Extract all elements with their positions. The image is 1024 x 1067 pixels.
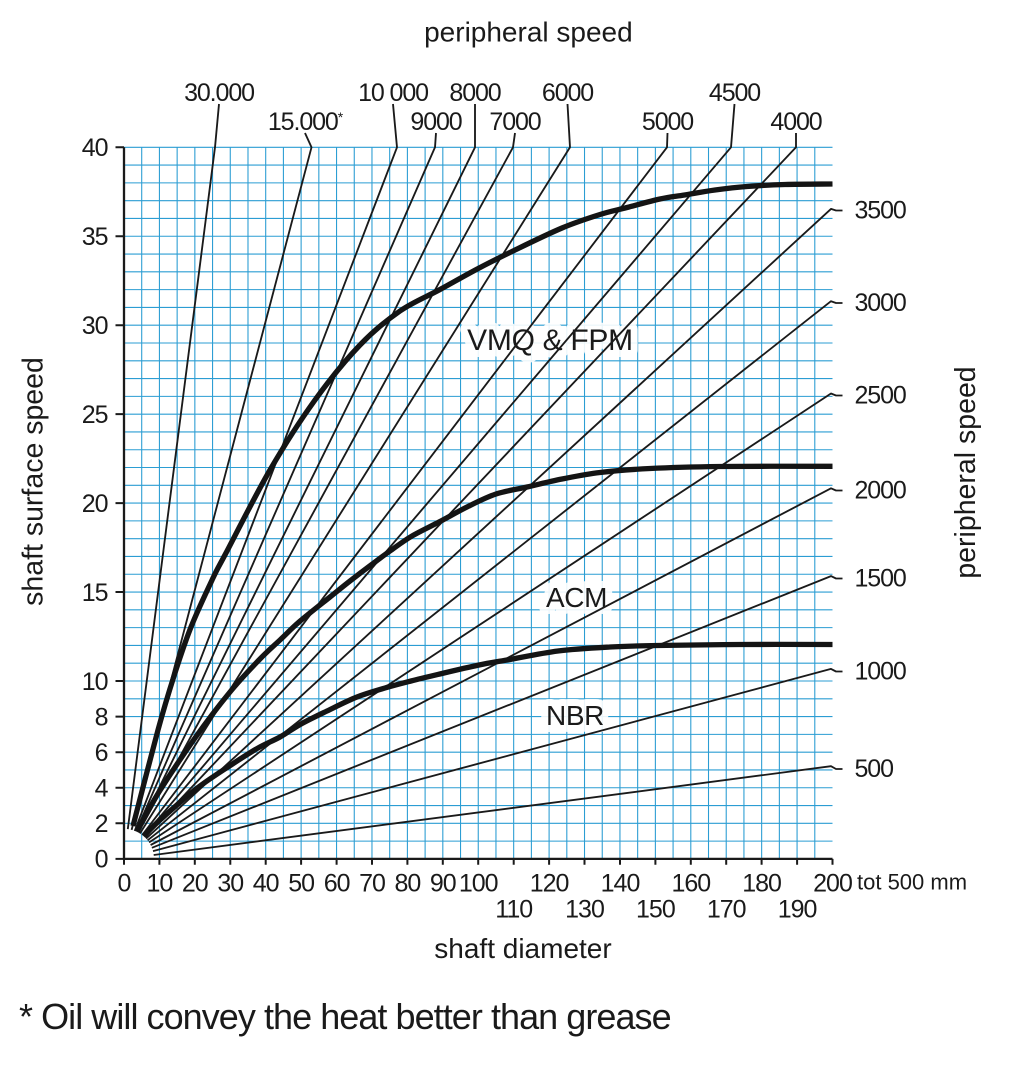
svg-text:40: 40 bbox=[82, 134, 108, 162]
svg-text:180: 180 bbox=[742, 870, 781, 898]
svg-text:0: 0 bbox=[95, 846, 108, 874]
svg-text:35: 35 bbox=[82, 223, 108, 251]
svg-text:NBR: NBR bbox=[546, 700, 604, 731]
svg-text:15.000*: 15.000* bbox=[268, 108, 344, 136]
svg-text:* Oil will convey the heat bet: * Oil will convey the heat better than g… bbox=[19, 996, 671, 1037]
svg-text:50: 50 bbox=[288, 870, 314, 898]
svg-text:1500: 1500 bbox=[855, 565, 906, 593]
svg-text:120: 120 bbox=[530, 870, 569, 898]
svg-text:40: 40 bbox=[253, 870, 279, 898]
svg-text:140: 140 bbox=[601, 870, 640, 898]
svg-text:110: 110 bbox=[495, 896, 532, 924]
svg-text:30: 30 bbox=[217, 870, 243, 898]
svg-text:10: 10 bbox=[146, 870, 172, 898]
svg-text:200: 200 bbox=[813, 870, 852, 898]
svg-text:15: 15 bbox=[82, 579, 108, 607]
svg-text:4000: 4000 bbox=[770, 108, 821, 136]
svg-text:25: 25 bbox=[82, 401, 108, 429]
svg-text:2000: 2000 bbox=[855, 477, 906, 505]
svg-text:2: 2 bbox=[95, 810, 108, 838]
svg-text:3500: 3500 bbox=[855, 197, 906, 225]
svg-text:1000: 1000 bbox=[855, 658, 906, 686]
svg-text:6000: 6000 bbox=[542, 79, 593, 107]
svg-text:100: 100 bbox=[459, 870, 498, 898]
svg-text:VMQ & FPM: VMQ & FPM bbox=[467, 324, 633, 357]
svg-text:3000: 3000 bbox=[855, 289, 906, 317]
svg-text:30.000: 30.000 bbox=[184, 79, 254, 107]
svg-text:peripheral speed: peripheral speed bbox=[950, 366, 982, 578]
svg-text:NBR: NBR bbox=[546, 700, 604, 731]
svg-text:shaft surface speed: shaft surface speed bbox=[18, 357, 50, 606]
svg-text:7000: 7000 bbox=[489, 108, 540, 136]
svg-text:20: 20 bbox=[182, 870, 208, 898]
svg-text:ACM: ACM bbox=[546, 582, 607, 613]
svg-text:4500: 4500 bbox=[709, 79, 760, 107]
svg-text:ACM: ACM bbox=[546, 582, 607, 613]
svg-text:10 000: 10 000 bbox=[358, 79, 428, 107]
svg-text:0: 0 bbox=[118, 870, 131, 898]
svg-text:peripheral speed: peripheral speed bbox=[424, 17, 633, 48]
svg-text:30: 30 bbox=[82, 312, 108, 340]
svg-text:6: 6 bbox=[95, 739, 108, 767]
svg-text:500: 500 bbox=[855, 755, 894, 783]
svg-text:8: 8 bbox=[95, 703, 108, 731]
svg-text:80: 80 bbox=[394, 870, 420, 898]
svg-text:9000: 9000 bbox=[410, 108, 461, 136]
svg-text:60: 60 bbox=[324, 870, 350, 898]
svg-text:170: 170 bbox=[707, 896, 746, 924]
svg-text:tot 500 mm: tot 500 mm bbox=[857, 869, 967, 894]
svg-text:5000: 5000 bbox=[642, 108, 693, 136]
svg-text:190: 190 bbox=[778, 896, 817, 924]
svg-text:160: 160 bbox=[671, 870, 710, 898]
svg-text:4: 4 bbox=[95, 775, 109, 803]
svg-text:2500: 2500 bbox=[855, 382, 906, 410]
svg-text:20: 20 bbox=[82, 490, 108, 518]
svg-text:VMQ & FPM: VMQ & FPM bbox=[467, 324, 633, 357]
svg-text:90: 90 bbox=[430, 870, 456, 898]
svg-text:shaft diameter: shaft diameter bbox=[434, 933, 611, 964]
svg-text:10: 10 bbox=[82, 668, 108, 696]
svg-text:150: 150 bbox=[636, 896, 675, 924]
svg-text:130: 130 bbox=[565, 896, 604, 924]
svg-text:70: 70 bbox=[359, 870, 385, 898]
svg-text:8000: 8000 bbox=[449, 79, 500, 107]
